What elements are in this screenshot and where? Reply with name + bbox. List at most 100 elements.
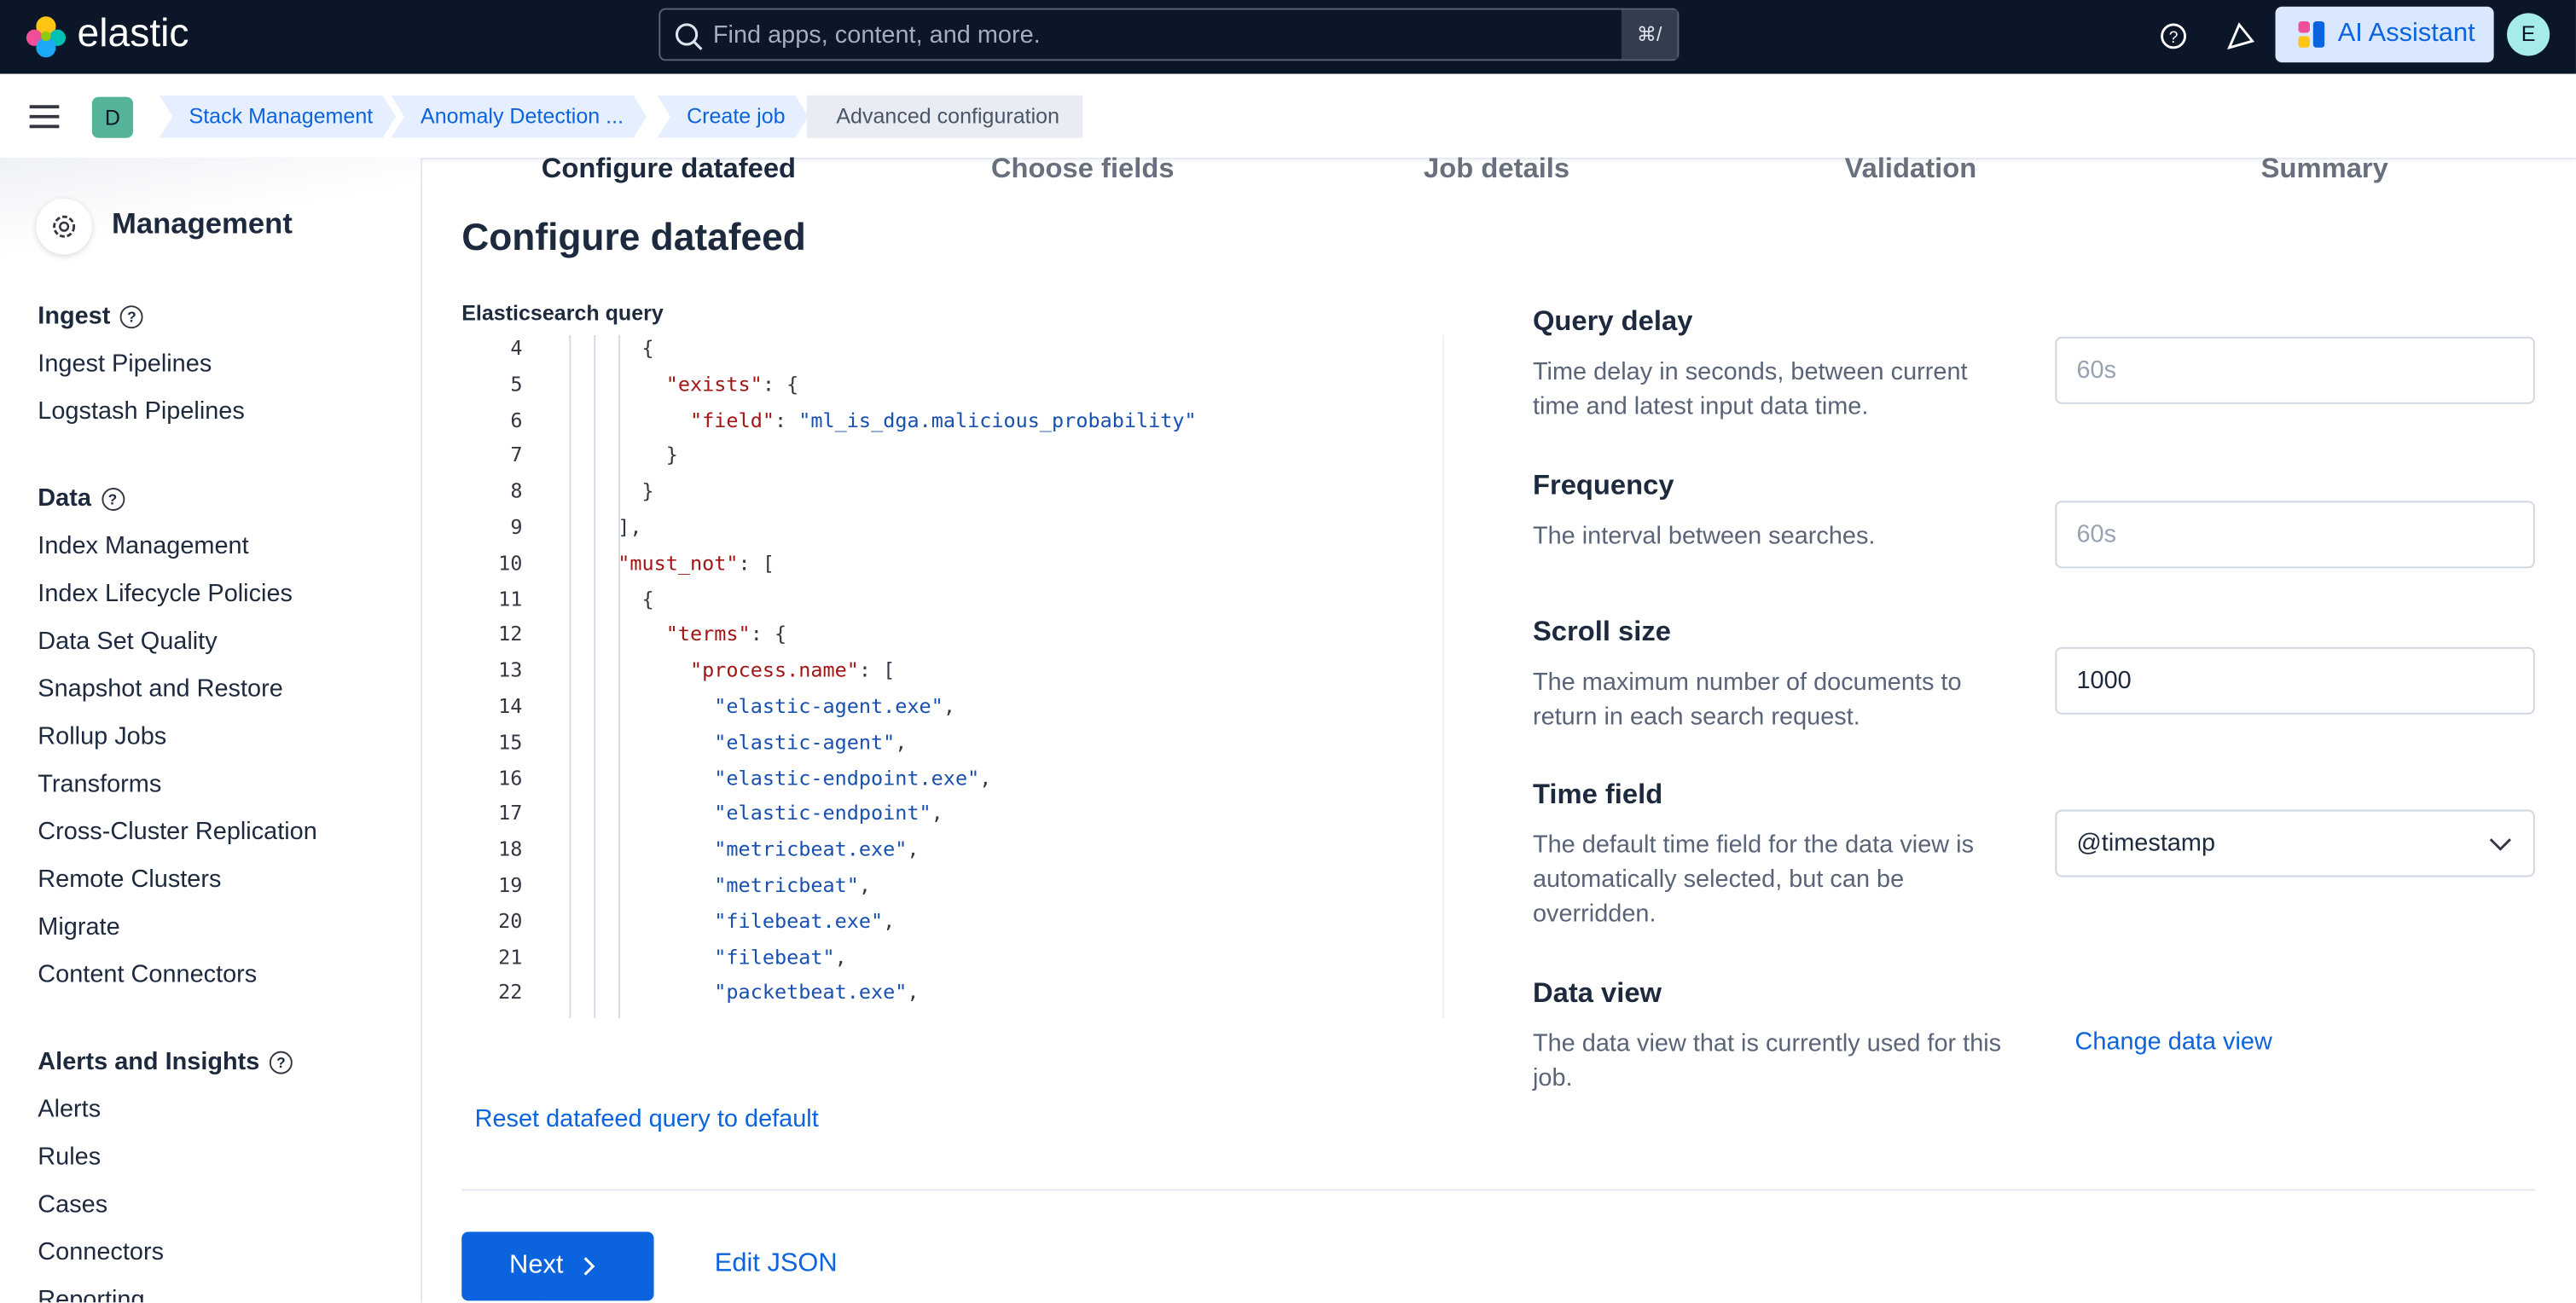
- nav-item[interactable]: Snapshot and Restore: [38, 675, 283, 704]
- search-box[interactable]: Find apps, content, and more. ⌘/: [659, 8, 1680, 61]
- space-badge[interactable]: D: [91, 96, 134, 138]
- code-line: "exists": {: [665, 372, 799, 396]
- code-line: "process.name": [: [690, 658, 896, 682]
- ai-assistant-button[interactable]: AI Assistant: [2275, 6, 2494, 63]
- avatar[interactable]: E: [2507, 13, 2550, 56]
- step[interactable]: Summary: [2260, 153, 2388, 184]
- code-line: "terms": {: [665, 623, 787, 646]
- setting: Scroll size The maximum number of documen…: [1532, 616, 2535, 734]
- nav-item[interactable]: Alerts: [38, 1095, 102, 1124]
- nav-item[interactable]: Reporting: [38, 1286, 145, 1303]
- shortcut: ⌘/: [1621, 9, 1678, 60]
- sidebar: Management Ingest? Ingest Pipelines Logsta…: [0, 157, 422, 1303]
- setting-title: Time field: [1532, 778, 1663, 810]
- nav-item[interactable]: Index Lifecycle Policies: [38, 579, 293, 608]
- nav: Ingest? Ingest Pipelines Logstash Pipeline…: [38, 292, 415, 1302]
- search-icon: [675, 23, 703, 50]
- breadcrumb[interactable]: Create job: [657, 96, 808, 138]
- nav-item[interactable]: Cross-Cluster Replication: [38, 818, 317, 846]
- code-line: "metricbeat",: [714, 873, 872, 897]
- code-line: }: [545, 479, 654, 503]
- nav-item[interactable]: Data Set Quality: [38, 627, 218, 656]
- nav-item[interactable]: Connectors: [38, 1238, 165, 1266]
- indent-guides: [569, 334, 621, 1019]
- page-title: Configure datafeed: [461, 215, 806, 258]
- breadcrumb[interactable]: Stack Management: [160, 96, 396, 138]
- nav-item[interactable]: Content Connectors: [38, 960, 258, 989]
- setting-description: Time delay in seconds, between current t…: [1532, 357, 1968, 421]
- line-number: 6: [510, 408, 523, 431]
- line-number: 13: [498, 658, 523, 682]
- select-input[interactable]: @timestamp: [2055, 809, 2535, 877]
- line-number: 17: [498, 802, 523, 825]
- line-number: 21: [498, 945, 523, 969]
- help-icon: ?: [119, 305, 143, 329]
- nav-item[interactable]: Ingest Pipelines: [38, 350, 212, 378]
- setting: Frequency The interval between searches. 6…: [1532, 469, 2535, 569]
- breadcrumb[interactable]: Anomaly Detection ...: [391, 96, 647, 138]
- line-number: 10: [498, 551, 523, 575]
- nav-item[interactable]: Remote Clusters: [38, 866, 222, 894]
- nav-item[interactable]: Logstash Pipelines: [38, 397, 245, 426]
- nav-item[interactable]: Migrate: [38, 912, 120, 941]
- nav-item[interactable]: Rules: [38, 1143, 102, 1172]
- step[interactable]: Choose fields: [990, 153, 1175, 184]
- edit-json-link[interactable]: Edit JSON: [714, 1249, 838, 1278]
- nav-section-label: Ingest: [38, 302, 111, 331]
- step[interactable]: Job details: [1424, 153, 1570, 184]
- setting-description: The maximum number of documents to retur…: [1532, 668, 1962, 732]
- nav-item[interactable]: Rollup Jobs: [38, 722, 167, 751]
- text-input[interactable]: 60s: [2055, 336, 2535, 404]
- top-bar: elastic Find apps, content, and more. ⌘/…: [0, 0, 2576, 74]
- text-input[interactable]: 60s: [2055, 501, 2535, 569]
- code-line: "elastic-agent",: [714, 730, 908, 754]
- step[interactable]: Configure datafeed: [541, 153, 797, 184]
- code-line: "field": "ml_is_dga.malicious_probabilit…: [690, 408, 1197, 431]
- nav-item[interactable]: Cases: [38, 1190, 108, 1219]
- nav-section-title: Alerts and Insights?: [38, 1038, 415, 1086]
- code-line: ],: [545, 515, 642, 539]
- line-number: 8: [510, 479, 523, 503]
- help-icon[interactable]: ?: [2157, 20, 2190, 53]
- logo-icon: [26, 16, 67, 58]
- step[interactable]: Validation: [1844, 153, 1977, 184]
- help-icon: ?: [101, 488, 125, 511]
- code-line: {: [545, 587, 654, 611]
- setting-title: Query delay: [1532, 305, 1693, 337]
- code-line: "elastic-endpoint.exe",: [714, 766, 992, 790]
- line-number: 9: [510, 515, 523, 539]
- search-placeholder: Find apps, content, and more.: [712, 21, 1041, 49]
- breadcrumb[interactable]: Advanced configuration: [806, 95, 1082, 138]
- line-number: 16: [498, 766, 523, 790]
- news-icon[interactable]: [2223, 18, 2259, 54]
- text-input[interactable]: 1000: [2055, 646, 2535, 715]
- setting: Query delay Time delay in seconds, betwee…: [1532, 305, 2535, 424]
- nav-item[interactable]: Transforms: [38, 770, 162, 799]
- setting-title: Frequency: [1532, 469, 1674, 501]
- sidebar-title: Management: [111, 206, 293, 240]
- code-line: "elastic-endpoint",: [714, 802, 943, 825]
- query-label: Elasticsearch query: [461, 300, 664, 326]
- line-number: 11: [498, 587, 523, 611]
- link[interactable]: Change data view: [2074, 1028, 2272, 1057]
- line-number: 5: [510, 372, 523, 396]
- line-number: 4: [510, 336, 523, 360]
- setting-description: The data view that is currently used for…: [1532, 1029, 2002, 1092]
- nav-item[interactable]: Index Management: [38, 532, 249, 560]
- setting: Data view The data view that is currently…: [1533, 977, 2519, 1096]
- line-number: 7: [510, 443, 523, 467]
- code-line: {: [545, 336, 654, 360]
- line-number: 20: [498, 909, 523, 933]
- chevron: [583, 1257, 595, 1276]
- line-number: 14: [498, 694, 523, 718]
- menu-icon[interactable]: [28, 101, 61, 131]
- reset-link[interactable]: Reset datafeed query to default: [474, 1105, 819, 1133]
- setting: Time field The default time field for the…: [1532, 778, 2535, 931]
- setting-title: Data view: [1532, 976, 1662, 1009]
- code-line: }: [545, 443, 678, 467]
- code-editor[interactable]: 4 {5 "exists": { 6 "field": "ml_is_dga.ma…: [463, 334, 1444, 1019]
- line-number: 18: [498, 837, 523, 861]
- next-button[interactable]: Next: [461, 1231, 654, 1301]
